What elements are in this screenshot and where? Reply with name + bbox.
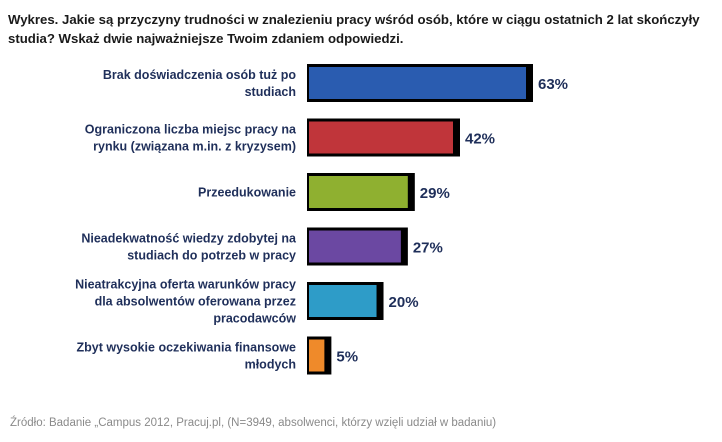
- chart-title: Wykres. Jakie są przyczyny trudności w z…: [8, 12, 700, 46]
- value-label-3: 29%: [420, 185, 450, 202]
- bar-4: [309, 230, 401, 263]
- category-label-5: Nieatrakcyjna oferta warunków pracy dla a…: [75, 278, 296, 326]
- category-label-3: Przeedukowanie: [198, 186, 296, 200]
- category-label-4: Nieadekwatność wiedzy zdobytej na studiac…: [81, 232, 297, 263]
- value-label-4: 27%: [413, 240, 443, 257]
- value-label-1: 63%: [538, 76, 568, 93]
- bar-6: [309, 339, 325, 372]
- value-label-6: 5%: [336, 349, 358, 366]
- category-label-1: Brak doświadczenia osób tuż po studiach: [103, 68, 296, 99]
- bar-5: [309, 285, 377, 317]
- value-label-5: 20%: [389, 294, 419, 311]
- bar-2: [309, 121, 453, 154]
- bar-1: [309, 67, 526, 99]
- bar-3: [309, 176, 408, 208]
- category-label-2: Ograniczona liczba miejsc pracy na rynku …: [85, 123, 297, 154]
- value-label-2: 42%: [465, 131, 495, 148]
- category-label-6: Zbyt wysokie oczekiwania finansowe młodyc…: [76, 341, 296, 372]
- source-note: Źródło: Badanie „Campus 2012, Pracuj.pl,…: [10, 417, 497, 429]
